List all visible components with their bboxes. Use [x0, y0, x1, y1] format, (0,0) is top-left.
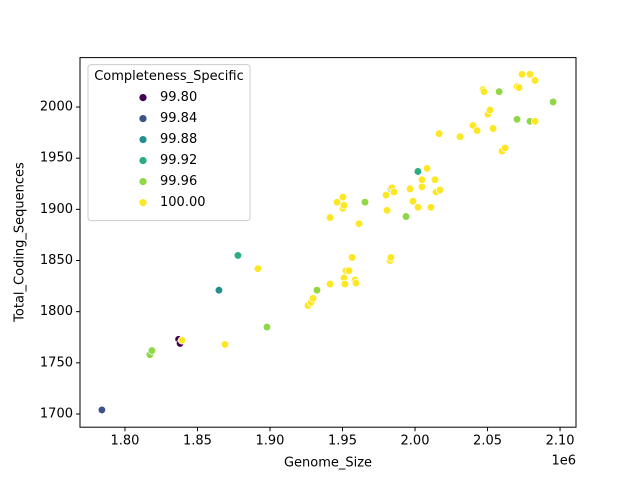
point [517, 70, 527, 79]
point [500, 143, 510, 153]
point [338, 192, 348, 202]
x-axis-label: Genome_Size [284, 456, 372, 471]
y-tick-label: 1850 [40, 253, 73, 268]
y-tick-label: 1750 [40, 355, 73, 370]
y-tick-label: 1900 [40, 202, 73, 217]
x-tick-label: 2.10 [546, 434, 575, 449]
point [422, 164, 432, 173]
point [214, 286, 224, 295]
legend-marker [138, 198, 148, 207]
point [381, 190, 391, 200]
point [417, 175, 427, 184]
x-tick-label: 1.80 [110, 434, 139, 449]
legend-label: 99.80 [160, 90, 197, 105]
point [548, 97, 558, 107]
y-tick-label: 1800 [40, 304, 73, 319]
point [512, 115, 522, 124]
point [494, 87, 504, 96]
point [430, 175, 440, 184]
point [386, 253, 396, 262]
legend-marker [138, 114, 148, 123]
point [488, 124, 498, 133]
point [479, 87, 489, 96]
legend-label: 100.00 [160, 195, 206, 210]
point [389, 187, 399, 197]
point [413, 203, 423, 212]
legend-label: 99.84 [160, 111, 197, 126]
point [97, 405, 107, 415]
x-tick-label: 2.05 [473, 434, 502, 449]
point [434, 129, 444, 138]
point [233, 251, 243, 260]
y-tick-label: 1700 [40, 407, 73, 422]
plot-frame [79, 57, 577, 428]
point [426, 203, 436, 212]
legend: Completeness_Specific 99.80 99.84 99.88 99.9… [87, 64, 251, 222]
point [340, 279, 350, 289]
point [347, 253, 357, 262]
point [514, 83, 524, 92]
x-tick-label: 1.85 [183, 434, 212, 449]
legend-label: 99.92 [160, 153, 197, 168]
point [339, 201, 349, 210]
y-tick-label: 2000 [40, 100, 73, 115]
point [530, 117, 540, 126]
x-tick-label: 1.90 [256, 434, 285, 449]
point [351, 278, 361, 288]
point [344, 266, 354, 275]
point [220, 340, 230, 349]
x-tick-label: 1.95 [328, 434, 357, 449]
point [408, 197, 418, 206]
point [332, 198, 342, 207]
point [525, 70, 535, 79]
point [325, 279, 335, 289]
point [435, 185, 445, 195]
legend-title: Completeness_Specific [94, 69, 244, 84]
legend-marker [138, 93, 148, 102]
point [312, 286, 322, 295]
point [417, 182, 427, 191]
point [530, 76, 540, 85]
legend-marker [138, 156, 148, 165]
point [401, 212, 411, 221]
x-offset-label: 1e6 [551, 454, 576, 469]
point [325, 213, 335, 222]
y-tick-label: 1950 [40, 151, 73, 166]
legend-label: 99.96 [160, 174, 197, 189]
point [472, 126, 482, 135]
point [413, 167, 423, 176]
legend-marker [138, 135, 148, 144]
point [360, 198, 370, 207]
point [382, 206, 392, 215]
point [147, 346, 157, 355]
point [354, 219, 364, 228]
point [308, 294, 318, 303]
point [485, 105, 495, 115]
point [455, 132, 465, 141]
x-tick-label: 2.00 [401, 434, 430, 449]
y-axis-label: Total_Coding_Sequences [13, 162, 28, 323]
legend-marker [138, 177, 148, 186]
point [262, 322, 272, 332]
point [405, 184, 415, 194]
legend-label: 99.88 [160, 132, 197, 147]
legend-box [87, 64, 251, 222]
point [177, 336, 187, 345]
point [253, 264, 263, 273]
